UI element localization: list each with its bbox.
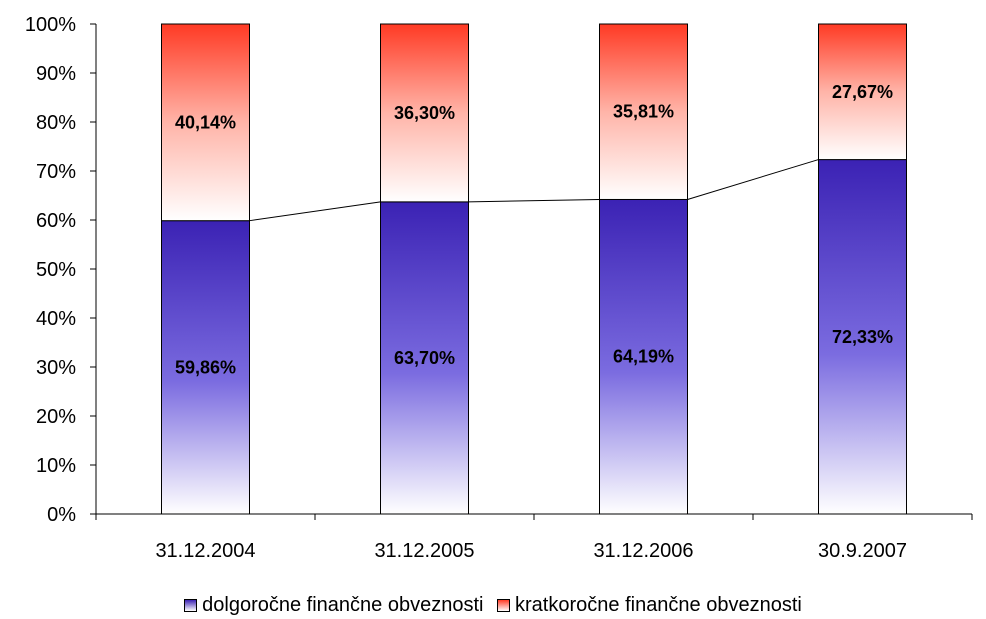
data-label: 63,70% bbox=[394, 348, 455, 368]
data-labels: 59,86% 40,14% 63,70% 36,30% 64,19% 35,81% 72,3… bbox=[175, 82, 893, 378]
stacked-bar-chart: 0% 10% 20% 30% 40% 50% 60% 70% 80% 90% 100% 31.12.2… bbox=[25, 14, 973, 562]
x-tick-label: 30.9.2007 bbox=[818, 540, 907, 562]
data-label: 27,67% bbox=[832, 82, 893, 102]
bar-segment-long-term bbox=[818, 159, 907, 515]
data-label: 35,81% bbox=[613, 102, 674, 122]
data-label: 40,14% bbox=[175, 112, 236, 132]
y-tick-label: 0% bbox=[47, 504, 76, 526]
bar-segment-short-term bbox=[161, 23, 250, 222]
y-tick-label: 20% bbox=[36, 406, 76, 428]
series-line bbox=[468, 198, 600, 203]
legend-label-short-term: kratkoročne finančne obveznosti bbox=[515, 594, 802, 616]
x-tick-label: 31.12.2004 bbox=[155, 540, 255, 562]
legend-swatch-short-term bbox=[497, 598, 511, 612]
series-lines bbox=[249, 159, 819, 222]
bar-segment-short-term bbox=[599, 23, 688, 200]
bar-segment-short-term bbox=[818, 23, 907, 161]
series-line bbox=[687, 159, 819, 200]
series-line bbox=[249, 201, 381, 222]
y-tick-label: 50% bbox=[36, 259, 76, 281]
y-tick-label: 40% bbox=[36, 308, 76, 330]
axes: 0% 10% 20% 30% 40% 50% 60% 70% 80% 90% 100% 31.12.2… bbox=[25, 14, 973, 562]
x-tick-label: 31.12.2005 bbox=[374, 540, 474, 562]
data-label: 59,86% bbox=[175, 357, 236, 377]
legend-item-long-term: dolgoročne finančne obveznosti bbox=[184, 593, 483, 617]
legend-item-short-term: kratkoročne finančne obveznosti bbox=[497, 593, 802, 617]
legend-label-long-term: dolgoročne finančne obveznosti bbox=[202, 594, 484, 616]
legend: dolgoročne finančne obveznosti kratkoroč… bbox=[0, 593, 986, 618]
x-tick-label: 31.12.2006 bbox=[593, 540, 693, 562]
bar-segment-short-term bbox=[380, 23, 469, 203]
y-tick-label: 60% bbox=[36, 210, 76, 232]
y-tick-label: 100% bbox=[25, 14, 76, 36]
y-tick-label: 30% bbox=[36, 357, 76, 379]
y-tick-label: 10% bbox=[36, 455, 76, 477]
bar-segment-long-term bbox=[380, 201, 469, 515]
bar-segment-long-term bbox=[599, 198, 688, 515]
data-label: 64,19% bbox=[613, 347, 674, 367]
y-tick-label: 90% bbox=[36, 63, 76, 85]
legend-swatch-long-term bbox=[184, 598, 198, 612]
data-label: 72,33% bbox=[832, 327, 893, 347]
data-label: 36,30% bbox=[394, 103, 455, 123]
y-tick-label: 70% bbox=[36, 161, 76, 183]
bars bbox=[161, 23, 907, 515]
y-tick-label: 80% bbox=[36, 112, 76, 134]
